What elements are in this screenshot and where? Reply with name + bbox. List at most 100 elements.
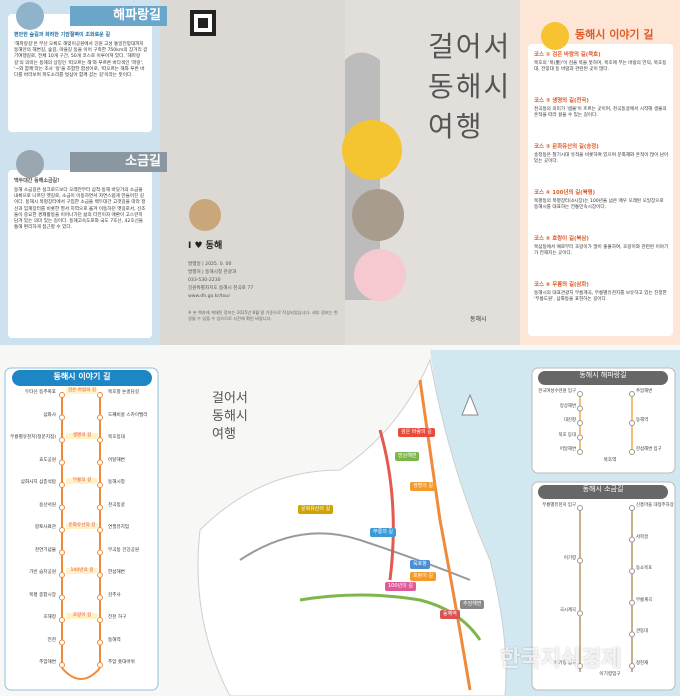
stop-label: 관동대 xyxy=(636,629,649,635)
stop-dot xyxy=(577,610,583,617)
publish-note: ※ 본 책자에 게재된 정보는 2025년 8월 말 기준으로 작성되었습니다.… xyxy=(188,310,338,321)
character-icon xyxy=(16,2,44,30)
stop-label: 연필뮤지엄 xyxy=(108,525,130,530)
card-lead: 편안한 숲길과 화려한 기암절벽이 조화로운 길 xyxy=(14,32,111,38)
middle-panel xyxy=(160,0,345,345)
haeparang-panel xyxy=(531,367,676,474)
panel-title: 동해시 해파랑길 xyxy=(579,371,627,379)
map-label: 추암해변 xyxy=(460,600,485,609)
stop-dot xyxy=(59,414,65,421)
stop-label: 무릉계곡 xyxy=(636,597,653,603)
stop-dot xyxy=(59,504,65,511)
stop-dot xyxy=(577,449,583,455)
course-tag: 검은 바람의 길 xyxy=(66,388,98,395)
stop-label: 한섬해변 입구 xyxy=(636,447,662,452)
stop-label: 묵호역 xyxy=(603,458,617,463)
stop-label: 동소목포 xyxy=(636,566,653,572)
stop-dot xyxy=(59,617,65,623)
route-line xyxy=(299,593,482,641)
map-label: 100년의 길 xyxy=(385,582,416,591)
stop-dot xyxy=(97,549,103,556)
stop-dot xyxy=(59,527,65,533)
course-label: 코스 ⑥ 무릉의 길(삼화) xyxy=(534,282,589,288)
stop-dot xyxy=(97,482,103,488)
stop-dot xyxy=(59,639,65,646)
stop-label: 묵호 등대 xyxy=(558,432,576,438)
stop-dot xyxy=(97,504,103,511)
stop-label: 삼화사지 삼층석탑 xyxy=(20,480,56,485)
stop-label: 전천 xyxy=(47,637,56,643)
stop-label: 어달해변 xyxy=(108,457,125,463)
stop-dot xyxy=(97,392,103,398)
route-line xyxy=(61,667,101,680)
map-title: 여행 xyxy=(212,427,236,442)
stop-dot xyxy=(97,459,103,466)
stop-label: 무릉별유천지(정문지점) xyxy=(10,435,56,440)
map-label: 문화유산의 길 xyxy=(298,505,334,514)
stop-dot xyxy=(577,434,583,441)
character-pink xyxy=(354,249,406,301)
stop-dot xyxy=(577,391,583,397)
stop-dot xyxy=(59,572,65,578)
stop-dot xyxy=(97,437,103,443)
panel-header xyxy=(538,371,668,385)
cover-title: 여행 xyxy=(428,110,484,143)
stop-label: 효도공원 xyxy=(39,457,56,463)
stop-dot xyxy=(577,557,583,564)
stop-dot xyxy=(629,599,635,606)
stop-dot xyxy=(97,572,103,578)
stop-label: 한국여성수련원 입구 xyxy=(538,389,576,394)
panel-header xyxy=(538,485,668,499)
stop-label: 추암해변 xyxy=(636,389,653,394)
character-icon xyxy=(16,150,44,178)
course-text: 북삼동에서 예로부터 호랑이가 많이 출몰하여, 호랑이와 관련된 이야기가 전… xyxy=(534,245,669,257)
stop-label: 향토사료관 xyxy=(34,525,56,530)
route-line xyxy=(378,429,395,581)
course-label: 코스 ② 생명의 길(천곡) xyxy=(534,98,589,104)
stop-label: 신흥마을 대형주차장 xyxy=(636,503,674,508)
card-body: 동해 소금길은 실크로드보다 오래전부터 삼척·동해 바닷가의 소금을 내륙으로… xyxy=(14,188,146,231)
course-label: 코스 ⑤ 호랑이 길(북삼) xyxy=(534,236,589,242)
stop-label: 묵호등대 xyxy=(108,435,125,440)
stop-label: 호해정 xyxy=(43,615,56,620)
stop-label: 도째비골 스카이밸리 xyxy=(108,412,148,418)
stop-dot xyxy=(59,482,65,488)
course-text: 송정동은 철기시대 유적을 비롯하여 있으며 문화재와 흔적이 많이 남아 있는… xyxy=(534,153,669,165)
stop-dot xyxy=(59,392,65,398)
stop-dot xyxy=(59,437,65,443)
stop-label: 대진항 xyxy=(563,418,576,423)
publish-line: 033-530-2230 xyxy=(188,278,221,283)
map-title: 동해시 xyxy=(212,409,248,424)
card-body: '해파랑길'은 부산 오륙도 해맞이공원에서 강원 고성 통일전망대까지 동해안… xyxy=(14,42,148,78)
stop-label: 정현재 xyxy=(636,661,649,666)
panel-title: 동해시 소금길 xyxy=(582,485,624,493)
map-label: 생명의 길 xyxy=(410,482,436,491)
stop-label: 동해시청 xyxy=(108,480,125,485)
course-label: 코스 ① 검은 바람의 길(묵호) xyxy=(534,52,601,58)
route-panel-title: 동해시 이야기 길 xyxy=(53,372,111,381)
character-stone xyxy=(352,189,404,241)
stop-dot xyxy=(97,527,103,533)
stop-dot xyxy=(97,617,103,623)
stop-label: 어달해변 xyxy=(559,447,576,452)
slogan: I ♥ 동해 xyxy=(188,241,223,251)
stop-label: 묵호항 논골담길 xyxy=(108,390,140,395)
course-tag: 문화유산의 길 xyxy=(66,523,98,530)
route-line xyxy=(418,379,472,691)
stop-dot xyxy=(577,663,583,669)
stop-label: 서학골 xyxy=(636,534,649,540)
stop-label: 가빈 습지공원 xyxy=(29,570,56,575)
course-tag: 생명의 길 xyxy=(66,433,98,440)
story-title: 동해시 이야기 길 xyxy=(575,28,654,41)
stop-label: 국시계곡 xyxy=(559,608,576,614)
stop-label: 전천 하구 xyxy=(108,615,127,620)
card-lead: 백두대간 동해소금길! xyxy=(14,178,60,184)
stop-dot xyxy=(629,505,635,511)
course-tag: 호랑이 길 xyxy=(66,613,98,620)
stop-dot xyxy=(59,594,65,601)
cover-title: 걸어서 xyxy=(428,30,512,63)
stop-label: 북평 종합시장 xyxy=(29,592,56,598)
stop-label: 추암해변 xyxy=(39,660,56,665)
sogeum-card xyxy=(8,170,152,338)
